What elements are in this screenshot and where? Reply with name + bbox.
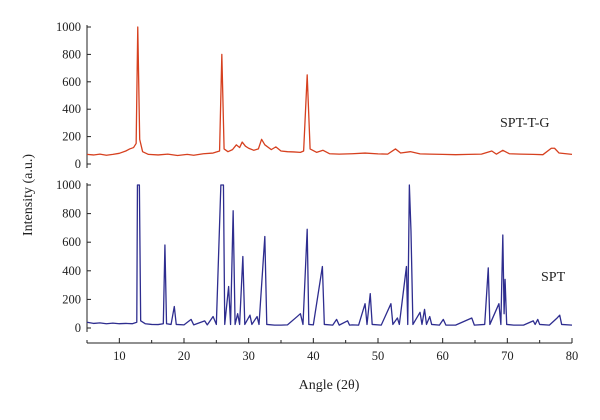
series-label: SPT-T-G	[500, 116, 550, 131]
x-tick-label: 50	[372, 349, 385, 363]
y-tick-label: 600	[62, 235, 81, 249]
y-axis-title: Intensity (a.u.)	[21, 154, 36, 236]
bottom-panel: 0 200 400 600 800 1000 SPT	[56, 178, 573, 335]
series-line-spt-t-g	[86, 26, 573, 157]
y-tick-label: 0	[75, 321, 81, 335]
x-tick-label: 20	[178, 349, 191, 363]
y-tick-label: 800	[62, 47, 81, 61]
y-tick-label: 800	[62, 207, 81, 221]
top-panel: 0 200 400 600 800 1000 SPT-T-G	[56, 20, 573, 171]
y-tick-label: 1000	[56, 20, 81, 34]
x-axis-title: Angle (2θ)	[299, 378, 360, 393]
x-tick-label: 80	[566, 349, 579, 363]
y-tick-label: 1000	[56, 178, 81, 192]
y-tick-label: 400	[62, 264, 81, 278]
y-tick-label: 0	[75, 157, 81, 171]
series-label: SPT	[541, 270, 566, 285]
x-tick-label: 30	[242, 349, 255, 363]
x-tick-label: 10	[113, 349, 126, 363]
y-tick-label: 200	[62, 130, 81, 144]
y-tick-label: 200	[62, 292, 81, 306]
x-tick-label: 70	[501, 349, 514, 363]
y-tick-label: 600	[62, 75, 81, 89]
x-tick-label: 40	[307, 349, 320, 363]
x-axis: 10 20 30 40 50 60 70 80	[86, 338, 579, 363]
x-tick-label: 60	[436, 349, 449, 363]
series-line-spt	[86, 184, 573, 326]
y-tick-label: 400	[62, 102, 81, 116]
